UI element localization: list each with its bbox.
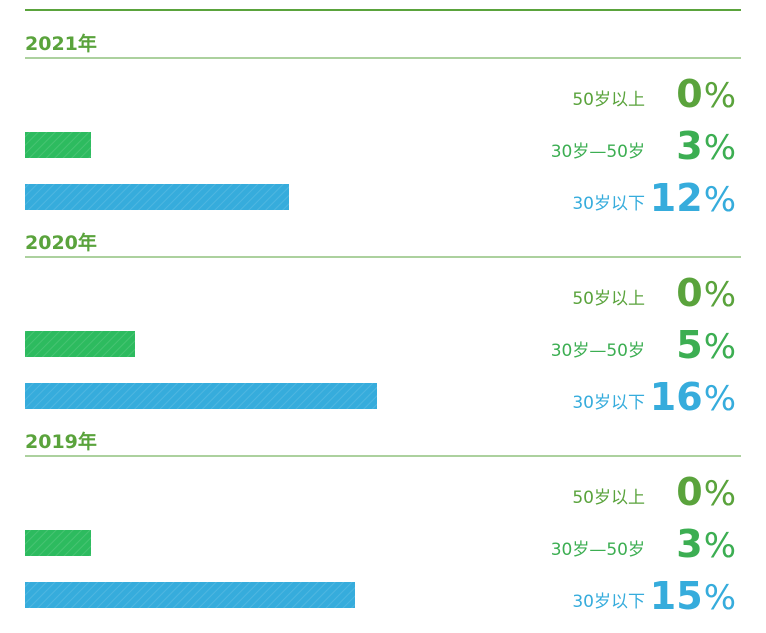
bar-hatch	[25, 582, 355, 608]
value-unit: %	[704, 128, 736, 168]
bar-hatch	[25, 383, 377, 409]
row-label: 30岁以下	[572, 194, 645, 214]
row-label: 50岁以上	[572, 90, 645, 110]
value-unit: %	[704, 578, 736, 618]
year-heading: 2021年	[25, 32, 97, 55]
value-label: 15	[650, 574, 703, 618]
row-label: 30岁以下	[572, 592, 645, 612]
year-heading: 2020年	[25, 231, 97, 254]
value-label: 0	[676, 470, 702, 514]
bar-hatch	[25, 184, 289, 210]
row-label: 30岁以下	[572, 393, 645, 413]
bar-hatch	[25, 530, 91, 556]
value-label: 3	[676, 522, 702, 566]
value-unit: %	[704, 474, 736, 514]
value-label: 3	[676, 124, 702, 168]
value-label: 12	[650, 176, 703, 220]
value-unit: %	[704, 379, 736, 419]
row-label: 30岁—50岁	[551, 540, 645, 560]
year-heading: 2019年	[25, 430, 97, 453]
value-label: 0	[676, 271, 702, 315]
bar-hatch	[25, 331, 135, 357]
value-label: 0	[676, 72, 702, 116]
value-unit: %	[704, 76, 736, 116]
value-label: 5	[676, 323, 702, 367]
value-unit: %	[704, 526, 736, 566]
bar-hatch	[25, 132, 91, 158]
row-label: 50岁以上	[572, 488, 645, 508]
row-label: 50岁以上	[572, 289, 645, 309]
row-label: 30岁—50岁	[551, 142, 645, 162]
value-unit: %	[704, 275, 736, 315]
value-unit: %	[704, 327, 736, 367]
value-label: 16	[650, 375, 703, 419]
row-label: 30岁—50岁	[551, 341, 645, 361]
value-unit: %	[704, 180, 736, 220]
